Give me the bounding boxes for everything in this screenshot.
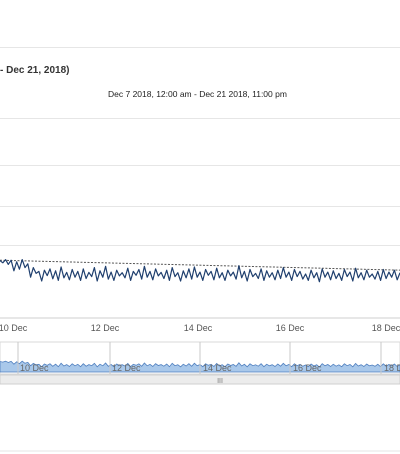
series-line [0, 259, 400, 283]
x-tick-label: 10 Dec [0, 323, 28, 333]
gridline [0, 245, 400, 246]
x-tick-label: 14 Dec [184, 323, 213, 333]
navigator-label: 14 Dec [203, 363, 232, 373]
chart-subtitle: Dec 7 2018, 12:00 am - Dec 21 2018, 11:0… [108, 89, 287, 99]
navigator-scrollbar[interactable] [0, 374, 400, 385]
x-tick-label: 16 Dec [276, 323, 305, 333]
gridline [0, 206, 400, 207]
gridline [0, 47, 400, 48]
navigator-label: 12 Dec [112, 363, 141, 373]
gridline [0, 165, 400, 166]
navigator-label: 16 Dec [293, 363, 322, 373]
scrollbar-grip-icon[interactable]: III [217, 378, 223, 385]
trend-line [0, 259, 400, 271]
chart-title: - Dec 21, 2018) [0, 65, 70, 76]
x-tick-label: 12 Dec [91, 323, 120, 333]
x-tick-label: 18 Dec [372, 323, 400, 333]
navigator-label: 10 Dec [20, 363, 49, 373]
gridline [0, 118, 400, 119]
navigator-label: 18 Dec [384, 363, 400, 373]
